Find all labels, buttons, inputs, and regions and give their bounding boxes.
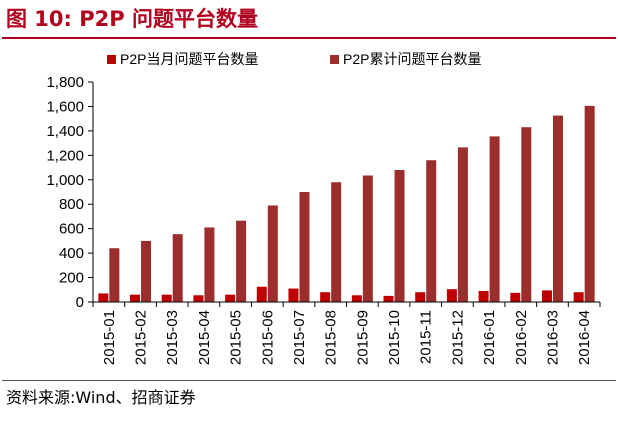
bar-series2-2015-11 [426, 160, 437, 302]
y-tick-label-1-600: 1,600 [46, 98, 84, 115]
bar-series2-2015-12 [457, 147, 468, 302]
bar-series2-2016-03 [552, 115, 563, 302]
x-tick-label-2015-11: 2015-11 [418, 310, 435, 364]
bar-series [98, 105, 595, 302]
x-tick-label-2015-08: 2015-08 [323, 310, 340, 365]
bar-series1-2015-02 [130, 294, 141, 302]
bar-series2-2015-03 [172, 234, 183, 302]
bar-series2-2015-01 [109, 248, 120, 302]
y-tick-label-200: 200 [59, 270, 84, 287]
x-tick-label-2015-04: 2015-04 [196, 310, 213, 365]
bar-series1-2015-03 [161, 294, 172, 302]
bar-series1-2015-04 [193, 295, 204, 302]
legend-label-2: P2P累计问题平台数量 [343, 51, 481, 67]
y-axis: 0 200 400 600 800 1,000 1,200 1,400 1,600 1,800 [46, 74, 94, 311]
bar-series2-2015-04 [204, 227, 215, 302]
y-tick-label-800: 800 [59, 196, 84, 213]
y-tick-label-1-200: 1,200 [46, 147, 84, 164]
y-tick-label-400: 400 [59, 245, 84, 262]
x-tick-label-2015-02: 2015-02 [133, 310, 150, 365]
bar-series1-2016-01 [478, 291, 489, 302]
bar-series2-2015-02 [141, 240, 152, 302]
bar-series1-2015-05 [225, 294, 236, 302]
y-tick-label-1-400: 1,400 [46, 123, 84, 140]
y-tick-label-1-800: 1,800 [46, 74, 84, 91]
bar-series2-2015-06 [267, 205, 278, 302]
x-axis: 2015-01 2015-02 2015-03 2015-04 2015-05 2015-… [92, 301, 601, 365]
bar-series2-2016-01 [489, 136, 500, 302]
bar-series1-2015-10 [383, 295, 394, 302]
bar-series2-2015-09 [362, 175, 373, 302]
bar-series2-2015-10 [394, 170, 405, 302]
bar-series2-2016-04 [584, 105, 595, 302]
figure-title: 图 10: P2P 问题平台数量 [6, 7, 258, 31]
bar-series2-2016-02 [521, 127, 532, 302]
bar-series2-2015-07 [299, 192, 310, 302]
x-tick-label-2015-12: 2015-12 [449, 310, 466, 365]
bar-chart: P2P当月问题平台数量 P2P累计问题平台数量 0 200 400 600 800 1,00… [46, 51, 601, 365]
x-tick-label-2016-01: 2016-01 [481, 310, 498, 365]
bar-series1-2015-11 [415, 292, 426, 302]
x-tick-label-2015-09: 2015-09 [354, 310, 371, 365]
x-tick-label-2016-04: 2016-04 [576, 310, 593, 365]
bar-series1-2016-03 [541, 290, 552, 302]
x-tick-label-2015-01: 2015-01 [101, 310, 118, 365]
bar-series1-2015-08 [320, 292, 331, 302]
x-tick-label-2015-05: 2015-05 [228, 310, 245, 365]
source-divider [2, 380, 616, 381]
x-tick-label-2016-02: 2016-02 [513, 310, 530, 365]
legend-swatch-1 [107, 55, 116, 64]
bar-series1-2016-04 [573, 292, 584, 302]
bar-series1-2015-09 [351, 295, 362, 302]
x-tick-label-2016-03: 2016-03 [544, 310, 561, 365]
bar-series1-2016-02 [510, 292, 521, 302]
bar-series1-2015-12 [446, 289, 457, 302]
bar-series1-2015-07 [288, 288, 299, 302]
chart-legend: P2P当月问题平台数量 P2P累计问题平台数量 [107, 51, 481, 67]
y-tick-label-1-000: 1,000 [46, 172, 84, 189]
bar-series2-2015-05 [236, 220, 247, 302]
y-tick-label-600: 600 [59, 221, 84, 238]
x-tick-label-2015-06: 2015-06 [259, 310, 276, 365]
bar-series1-2015-06 [256, 286, 267, 302]
y-tick-label-0: 0 [76, 294, 84, 311]
bar-series1-2015-01 [98, 293, 109, 302]
x-tick-label-2015-10: 2015-10 [386, 310, 403, 365]
x-tick-label-2015-03: 2015-03 [164, 310, 181, 365]
title-divider [2, 37, 616, 39]
legend-swatch-2 [330, 55, 339, 64]
x-tick-label-2015-07: 2015-07 [291, 310, 308, 365]
legend-label-1: P2P当月问题平台数量 [120, 51, 258, 67]
source-note: 资料来源:Wind、招商证券 [6, 388, 196, 407]
bar-series2-2015-08 [331, 182, 342, 302]
